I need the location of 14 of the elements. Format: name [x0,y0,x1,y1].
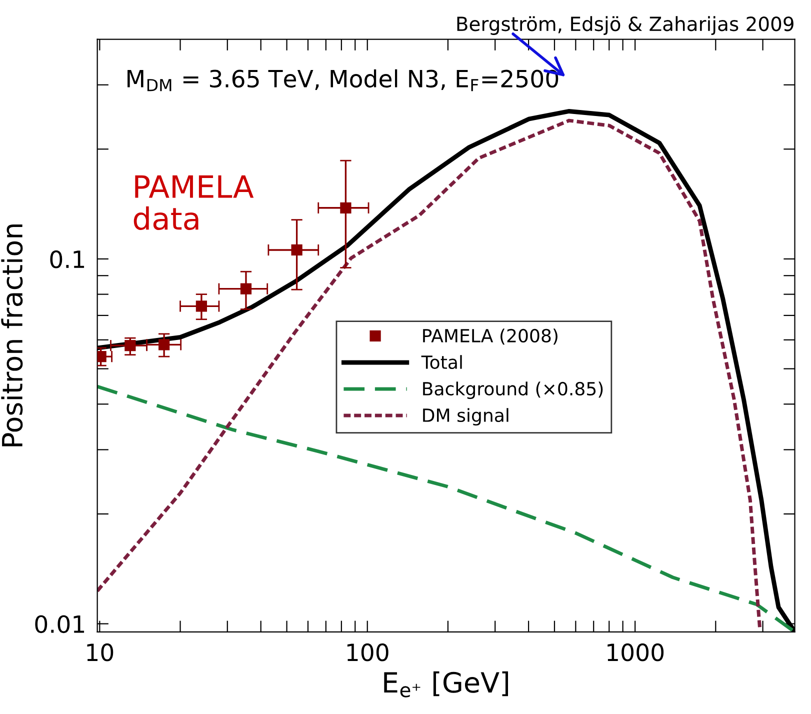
annotation: M$_{DM}$ = 3.65 TeV, Model N3, E$_{F}$=2500 [128,69,558,92]
x-axis-title: E$_{e⁺}$ [GeV] [384,671,508,698]
legend-label: Total [421,355,462,370]
y-tick-label: 0.01 [35,615,84,634]
x-tick-label: 1000 [608,643,664,662]
y-tick-label: 0.1 [50,250,84,268]
y-axis-title: Positron fraction [1,224,23,446]
x-tick-label: 10 [87,643,114,662]
legend-label: PAMELA (2008) [423,328,558,345]
annotation: PAMELA data [134,175,254,230]
chart-title: Bergström, Edsjö & Zaharijas 2009 [457,16,794,35]
legend-label: Background (×0.85) [423,382,603,400]
legend-label: DM signal [423,408,508,426]
x-tick-label: 100 [347,643,388,662]
